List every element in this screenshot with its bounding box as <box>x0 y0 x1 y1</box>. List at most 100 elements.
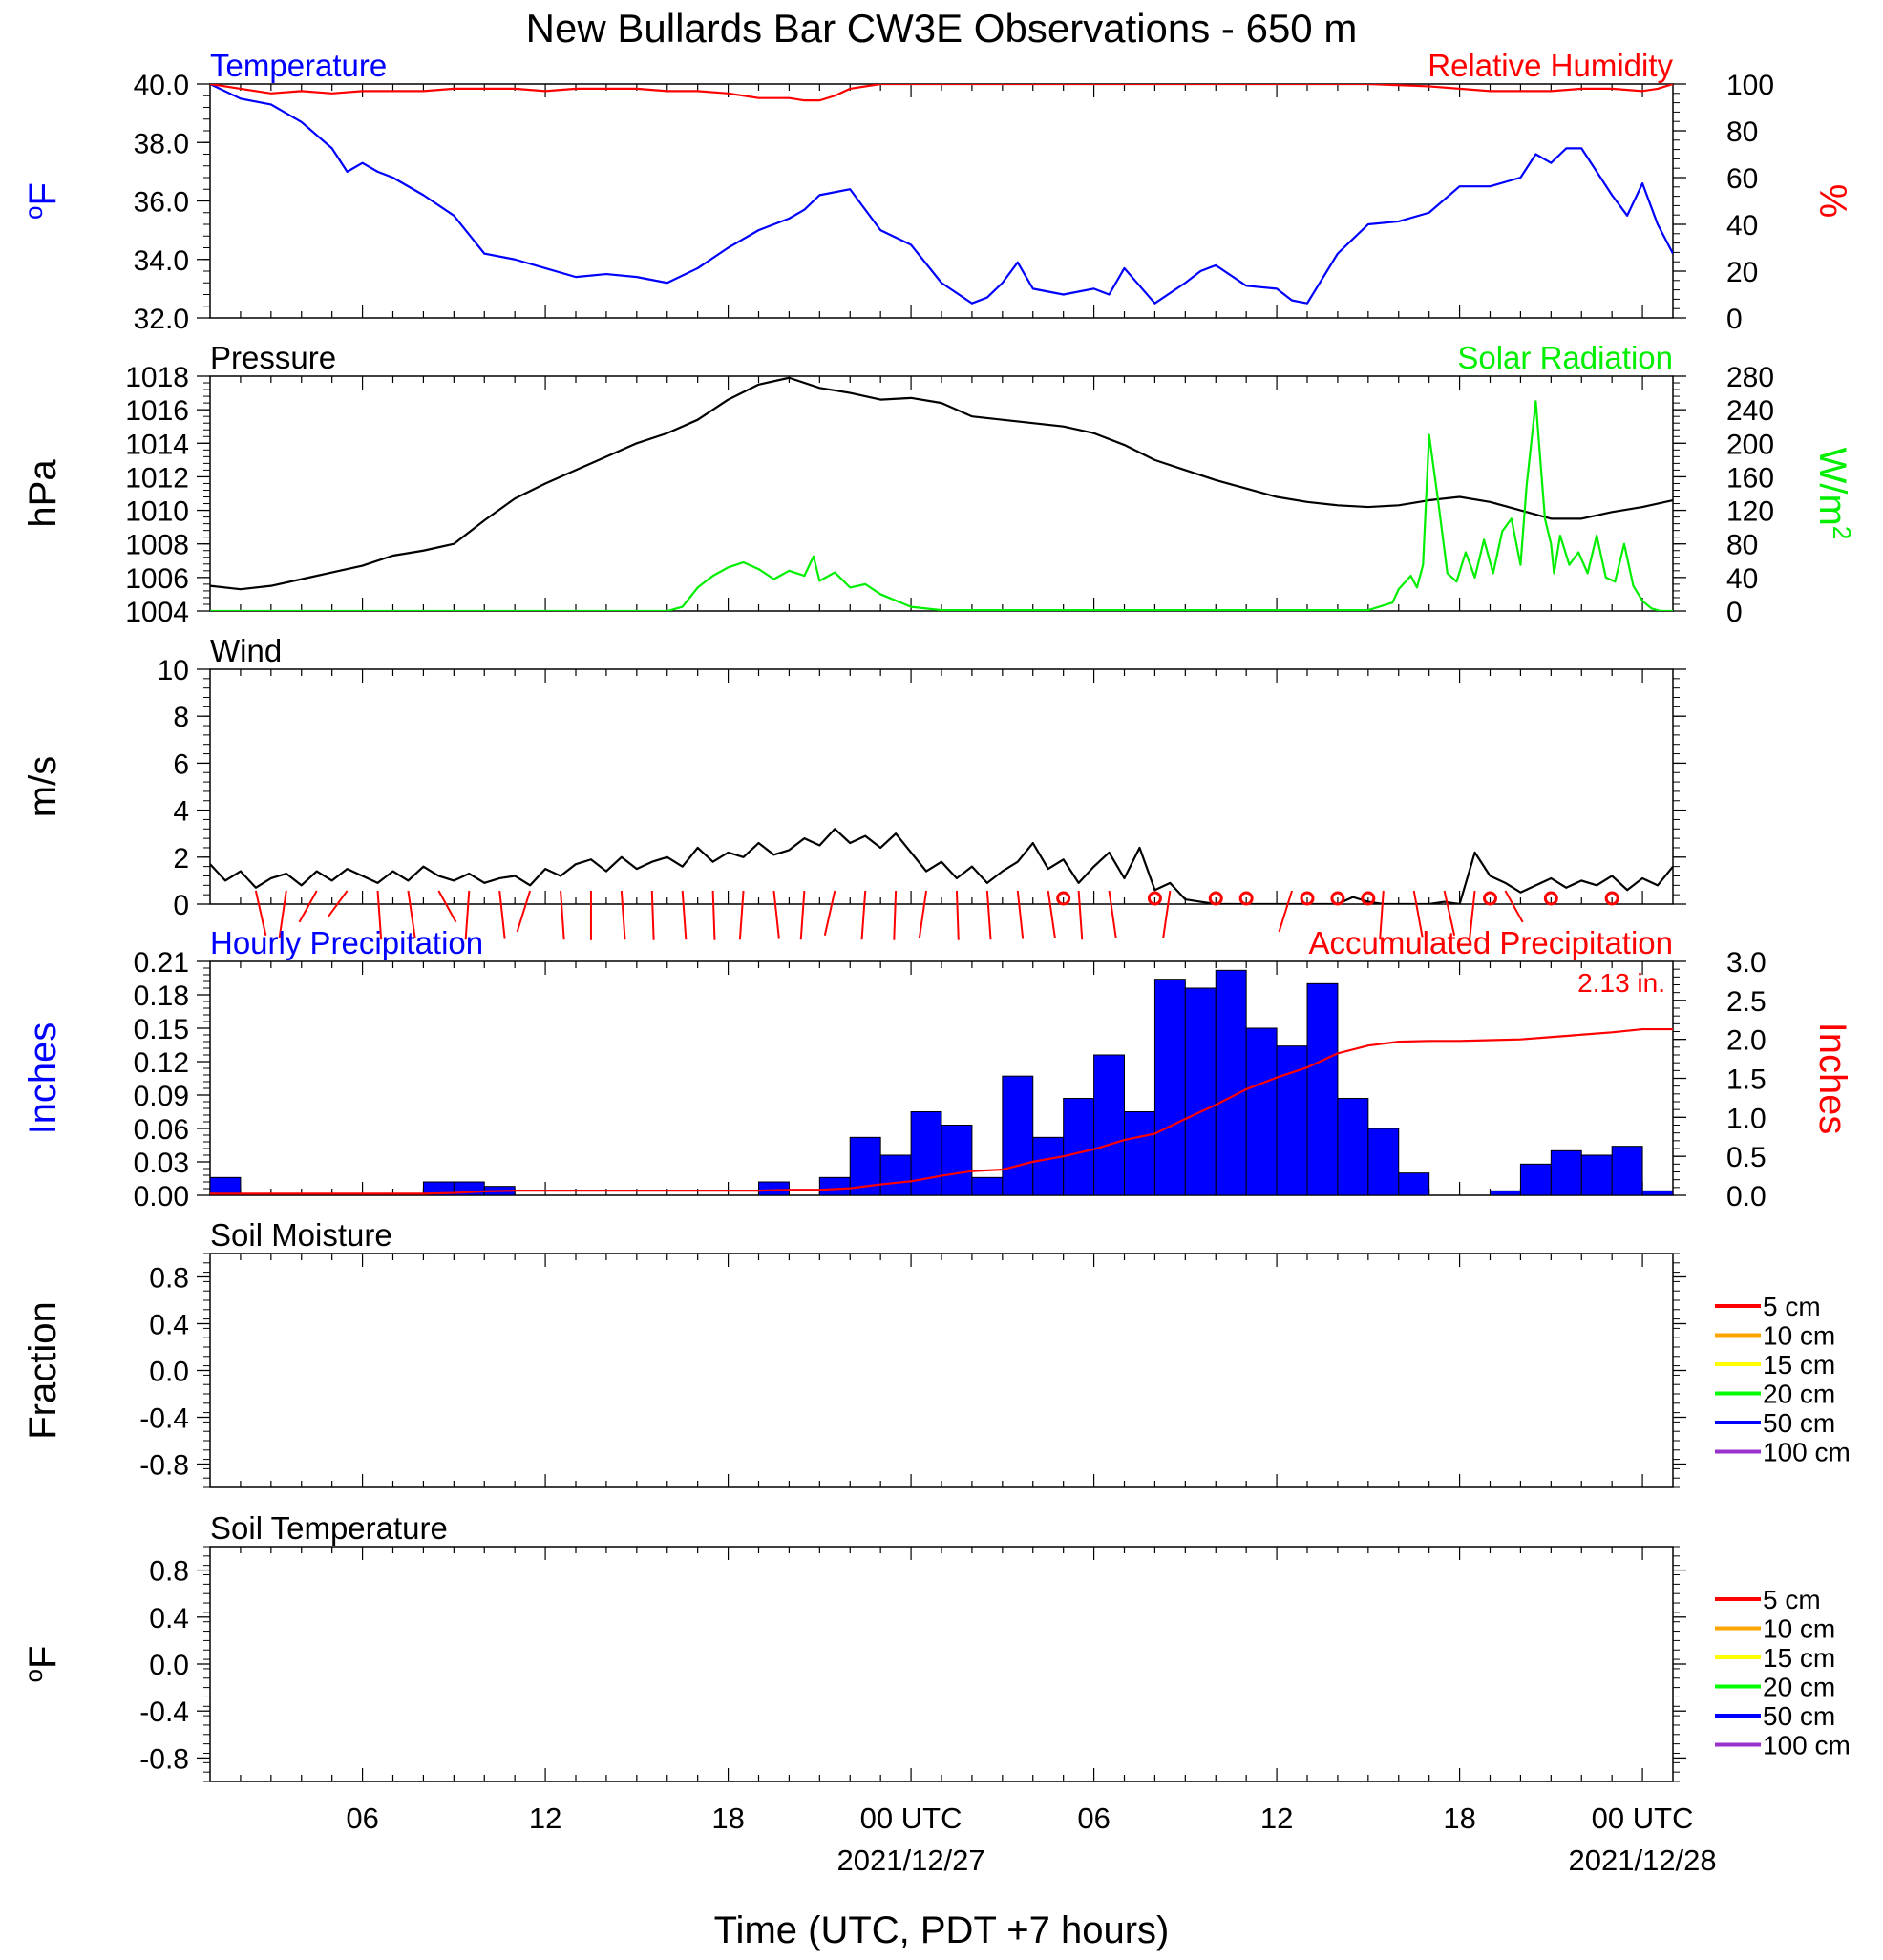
precip-bar <box>210 1176 242 1195</box>
x-tick-label: 06 <box>346 1802 378 1835</box>
precip-bar <box>1215 969 1247 1195</box>
y-tick-label-left: 0.00 <box>134 1181 189 1212</box>
panel-label-right: Relative Humidity <box>1428 48 1673 83</box>
wind-barb <box>681 890 688 940</box>
wind-barb <box>1278 890 1293 933</box>
series-line-wind-0 <box>210 828 1673 904</box>
wind-barb <box>464 890 471 940</box>
y-tick-label-left: 34.0 <box>134 245 189 277</box>
legend-label: 15 cm <box>1763 1350 1835 1380</box>
wind-barb <box>860 890 867 940</box>
y-tick-label-right: 3.0 <box>1726 947 1767 979</box>
wind-barb <box>1047 890 1056 938</box>
wind-barb <box>437 890 457 923</box>
wind-calm-circle <box>1330 891 1345 906</box>
panels-group: 32.034.036.038.040.0020406080100Temperat… <box>19 48 1856 1877</box>
y-tick-label-left: 0.03 <box>134 1148 189 1179</box>
wind-barb <box>1162 890 1172 938</box>
wind-barb <box>620 890 626 940</box>
legend-label: 20 cm <box>1763 1673 1835 1702</box>
legend-label: 50 cm <box>1763 1701 1835 1731</box>
y-tick-label-left: 0.12 <box>134 1047 189 1079</box>
legend-label: 20 cm <box>1763 1380 1835 1409</box>
precip-bar <box>879 1154 912 1195</box>
precip-bar <box>1550 1149 1582 1195</box>
wind-calm-circle <box>1056 891 1071 906</box>
precip-bar <box>1641 1190 1673 1195</box>
panel-frame <box>209 1253 1674 1488</box>
y-tick-label-right: 20 <box>1726 257 1758 288</box>
precip-bar <box>1490 1190 1521 1195</box>
wind-barb <box>1379 890 1385 940</box>
precip-bar <box>1093 1054 1126 1195</box>
y-tick-label-left: -0.8 <box>139 1743 189 1775</box>
data-group-wind <box>210 828 1673 904</box>
y-tick-label-right: 120 <box>1726 496 1774 528</box>
wind-calm-circle <box>1361 891 1376 906</box>
legend-label: 100 cm <box>1763 1438 1851 1467</box>
series-line-temp_rh-0 <box>210 84 1673 305</box>
y-tick-label-left: 1014 <box>125 429 189 460</box>
y-tick-label-right: 240 <box>1726 395 1774 427</box>
y-tick-label-left: -0.4 <box>139 1403 189 1435</box>
y-tick-label-right: 80 <box>1726 116 1758 148</box>
series-line-temp_rh-1 <box>210 84 1673 102</box>
y-tick-label-left: 0.8 <box>149 1263 189 1295</box>
x-tick-date-label: 2021/12/28 <box>1569 1844 1717 1877</box>
y-tick-label-left: -0.8 <box>139 1450 189 1482</box>
precip-bar <box>1611 1146 1643 1195</box>
accumulated-total-label: 2.13 in. <box>1577 968 1665 998</box>
y-axis-title-left: m/s <box>22 756 64 817</box>
y-tick-label-left: 0.4 <box>149 1603 189 1634</box>
y-tick-label-right: 40 <box>1726 563 1758 595</box>
precip-bar <box>1337 1098 1369 1195</box>
y-tick-label-left: 0.06 <box>134 1114 189 1146</box>
y-axis-title-right: Inches <box>1811 1022 1853 1135</box>
x-tick-label: 18 <box>1443 1802 1475 1835</box>
y-tick-label-left: 10 <box>158 655 189 686</box>
panel-soil_moisture: -0.8 -0.4 0.0 0.4 0.8 Soil Moisture Fraction 5 … <box>22 1217 1851 1488</box>
wind-calm-circle <box>1300 891 1315 906</box>
wind-barb <box>823 890 836 936</box>
wind-barb <box>650 890 655 940</box>
wind-barb <box>1108 890 1117 938</box>
y-tick-label-right: 100 <box>1726 70 1774 101</box>
y-tick-label-left: 2 <box>173 843 189 875</box>
panel-frame <box>209 668 1674 905</box>
y-tick-label-left: 1006 <box>125 563 189 595</box>
y-tick-label-right: 200 <box>1726 429 1774 460</box>
y-tick-label-left: 0.8 <box>149 1556 189 1588</box>
x-tick-label: 00 UTC <box>1592 1802 1694 1835</box>
y-tick-label-left: -0.4 <box>139 1697 189 1728</box>
y-tick-label-left: 0 <box>173 890 189 921</box>
y-tick-label-left: 1008 <box>125 530 189 561</box>
precip-bar <box>941 1125 973 1195</box>
precip-bar <box>971 1176 1004 1195</box>
precip-bar <box>1124 1111 1155 1195</box>
precip-bar <box>758 1181 790 1195</box>
precip-bar <box>1245 1027 1278 1195</box>
precip-bar <box>1002 1075 1034 1195</box>
data-group-pressure_solar <box>210 376 1673 611</box>
y-tick-label-right: 80 <box>1726 530 1758 561</box>
y-tick-label-left: 0.15 <box>134 1014 189 1045</box>
y-tick-label-left: 1018 <box>125 362 189 393</box>
y-tick-label-left: 8 <box>173 702 189 733</box>
wind-barb <box>1469 890 1476 939</box>
panel-label-right: Accumulated Precipitation <box>1308 925 1673 960</box>
precip-bar <box>910 1111 942 1195</box>
y-tick-label-left: 1016 <box>125 395 189 427</box>
panel-temp_rh: 32.0 34.0 36.0 38.0 40.0 0 20 40 60 80 100 Temperat… <box>19 48 1853 335</box>
y-tick-label-left: 6 <box>173 748 189 780</box>
wind-barb <box>918 890 928 938</box>
wind-barb <box>1504 890 1524 923</box>
y-tick-label-right: 0 <box>1726 304 1743 335</box>
x-tick-label: 18 <box>711 1802 744 1835</box>
precip-bar <box>818 1176 851 1195</box>
y-tick-label-right: 160 <box>1726 462 1774 494</box>
legend-label: 5 cm <box>1763 1585 1821 1614</box>
panel-label-left: Pressure <box>210 340 336 375</box>
y-tick-label-left: 1012 <box>125 462 189 494</box>
precip-bar <box>1063 1098 1095 1195</box>
y-tick-label-left: 32.0 <box>134 304 189 335</box>
